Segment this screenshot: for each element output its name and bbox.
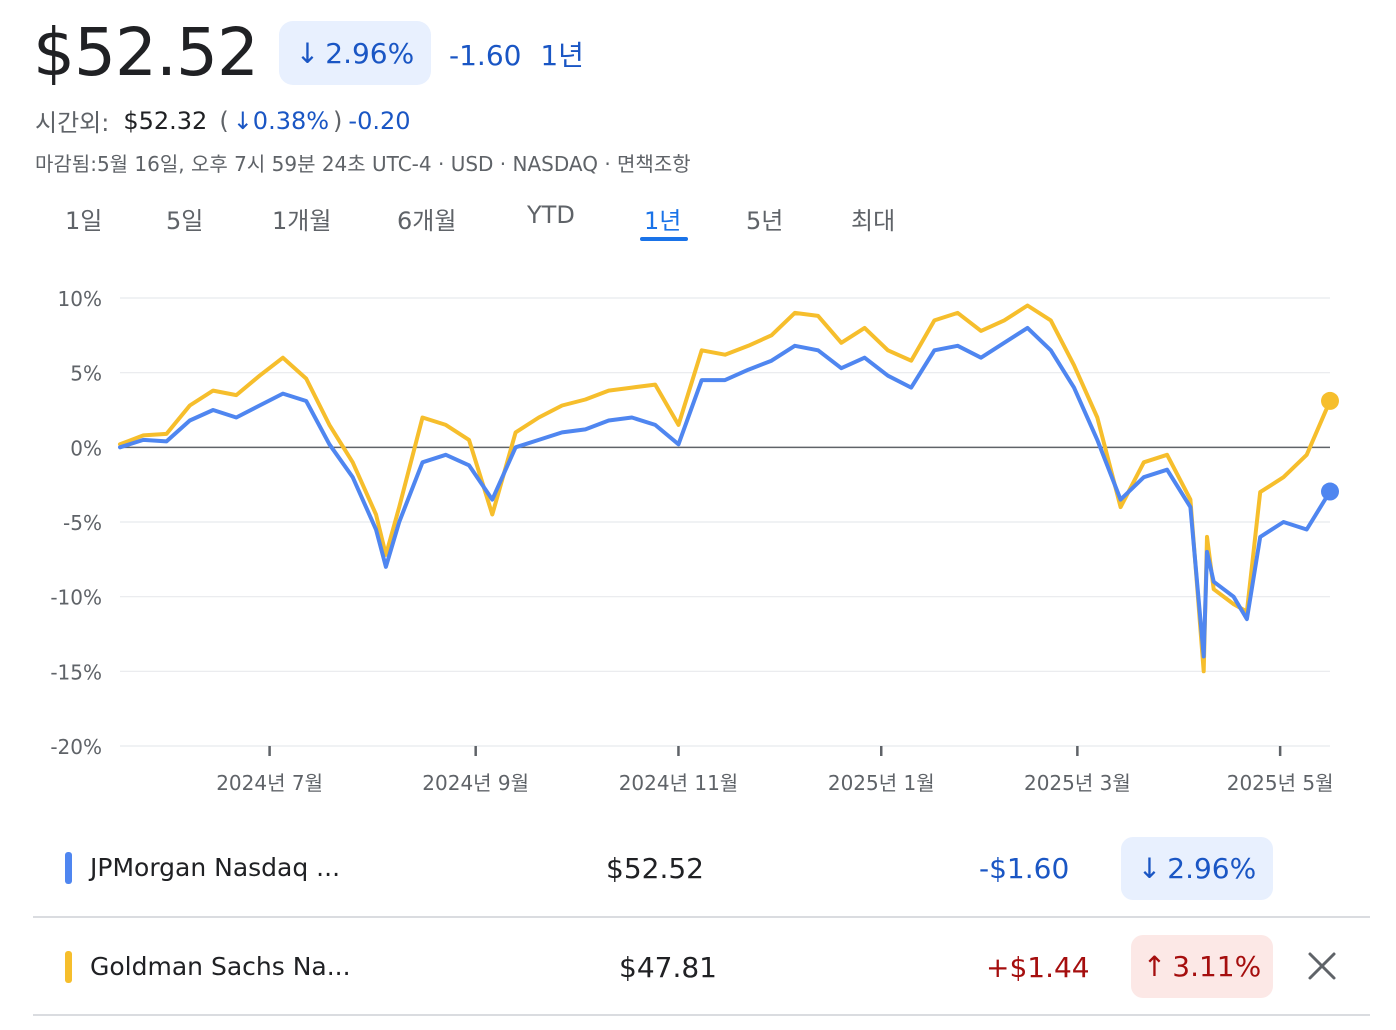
arrow-up-icon: ↑: [1142, 950, 1167, 983]
tab-5-year[interactable]: 5년: [746, 207, 784, 235]
y-tick-label: 5%: [70, 362, 102, 386]
after-hours-price: $52.32: [123, 106, 208, 135]
x-tick-label: 2024년 11월: [619, 771, 739, 795]
tab-6-month[interactable]: 6개월: [397, 207, 457, 235]
gs-percent-badge: ↑ 3.11%: [1131, 935, 1273, 998]
y-tick-label: 0%: [70, 436, 102, 460]
change-abs: -1.60 1년: [449, 34, 584, 74]
gs-series-swatch: [65, 951, 72, 983]
jpm-percent: 2.96%: [1167, 852, 1257, 885]
change-percent: 2.96%: [325, 36, 415, 70]
tab-ytd[interactable]: YTD: [527, 201, 575, 229]
after-hours-open-paren: (: [219, 106, 229, 135]
x-axis-ticks: 2024년 7월 2024년 9월 2024년 11월 2025년 1월 2025년 3…: [216, 746, 1334, 795]
x-tick-label: 2025년 1월: [828, 771, 935, 795]
x-tick-label: 2024년 9월: [422, 771, 529, 795]
y-tick-label: -10%: [50, 586, 102, 610]
jpm-series-swatch: [65, 852, 72, 884]
x-tick-label: 2025년 3월: [1024, 771, 1131, 795]
arrow-down-icon: ↓: [1137, 852, 1162, 885]
current-price: $52.52: [33, 14, 259, 91]
jpm-series-line: [118, 325, 1332, 659]
change-period: 1년: [540, 39, 584, 72]
market-status-line: 마감됨:5월 16일, 오후 7시 59분 24초 UTC-4 · USD · …: [35, 152, 691, 176]
gs-price: $47.81: [619, 951, 717, 984]
y-tick-label: -20%: [50, 735, 102, 759]
row-divider: [33, 916, 1370, 918]
jpm-series-endpoint: [1321, 482, 1339, 501]
change-percent-badge: ↓ 2.96%: [279, 21, 431, 85]
tab-5-day[interactable]: 5일: [166, 207, 204, 235]
x-tick-label: 2025년 5월: [1227, 771, 1334, 795]
chart-series: [118, 303, 1339, 674]
tab-1-day[interactable]: 1일: [65, 207, 103, 235]
tab-1-year[interactable]: 1년: [644, 207, 682, 235]
active-tab-indicator: [640, 237, 688, 241]
close-icon: [1308, 952, 1336, 980]
after-hours-row: 시간외: $52.32 ( ↓ 0.38% ) -0.20: [35, 103, 411, 138]
gs-series-line: [118, 303, 1332, 674]
gs-name[interactable]: Goldman Sachs Na...: [90, 952, 351, 981]
change-abs-value: -1.60: [449, 39, 522, 72]
chart-grid: [120, 297, 1330, 747]
gs-percent: 3.11%: [1172, 950, 1262, 983]
remove-comparison-button[interactable]: [1302, 946, 1342, 986]
y-tick-label: 10%: [58, 287, 102, 311]
jpm-percent-badge: ↓ 2.96%: [1121, 837, 1273, 900]
after-hours-percent: 0.38%: [252, 106, 330, 135]
y-axis-ticks: 10% 5% 0% -5% -10% -15% -20%: [50, 287, 102, 759]
jpm-name[interactable]: JPMorgan Nasdaq ...: [90, 853, 341, 882]
tab-max[interactable]: 최대: [851, 207, 896, 235]
price-comparison-chart[interactable]: 10%5%0%-5%-10%-15%-20% 2024년 7월 2024년 9월 2…: [0, 270, 1396, 810]
after-hours-label: 시간외:: [35, 109, 110, 137]
gs-change: +$1.44: [986, 951, 1090, 984]
after-hours-close-paren: ): [333, 106, 343, 135]
arrow-down-icon: ↓: [232, 106, 253, 135]
y-tick-label: -5%: [63, 511, 102, 535]
gs-series-endpoint: [1321, 391, 1339, 410]
jpm-change: -$1.60: [979, 852, 1070, 885]
jpm-price: $52.52: [606, 852, 704, 885]
tab-1-month[interactable]: 1개월: [272, 207, 332, 235]
row-divider: [33, 1014, 1370, 1016]
after-hours-change: -0.20: [348, 106, 411, 135]
y-tick-label: -15%: [50, 660, 102, 684]
arrow-down-icon: ↓: [295, 36, 320, 70]
x-tick-label: 2024년 7월: [216, 771, 323, 795]
